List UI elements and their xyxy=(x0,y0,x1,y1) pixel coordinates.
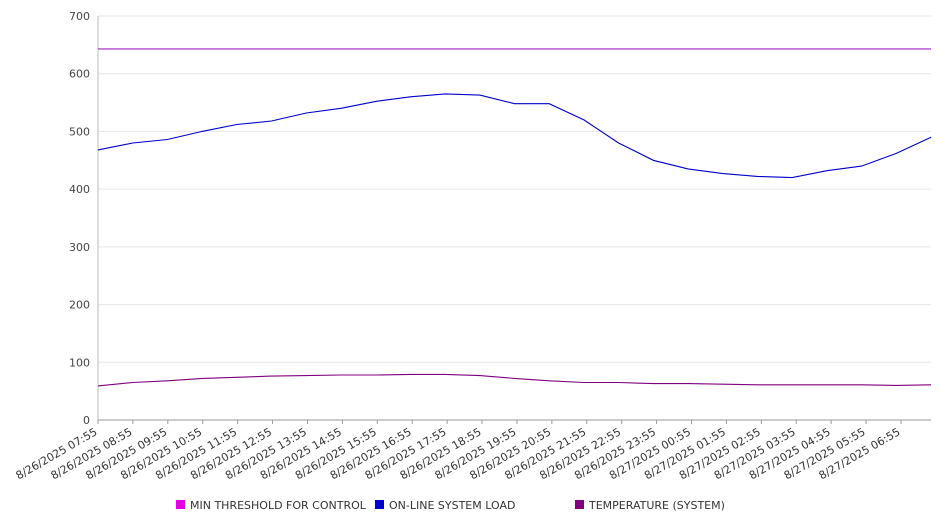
y-tick-label: 400 xyxy=(69,183,90,196)
grid-lines xyxy=(98,15,931,421)
y-tick-label: 200 xyxy=(69,299,90,312)
legend-label: ON-LINE SYSTEM LOAD xyxy=(389,499,515,512)
legend-label: TEMPERATURE (SYSTEM) xyxy=(588,499,725,512)
y-tick-label: 100 xyxy=(69,356,90,369)
y-tick-label: 500 xyxy=(69,125,90,138)
y-tick-label: 0 xyxy=(83,414,90,427)
y-tick-label: 300 xyxy=(69,241,90,254)
y-tick-label: 700 xyxy=(69,10,90,23)
x-axis: 8/26/2025 07:558/26/2025 08:558/26/2025 … xyxy=(14,419,931,482)
legend-swatch xyxy=(375,500,384,509)
legend: MIN THRESHOLD FOR CONTROL ON-LINE SYSTEM … xyxy=(176,499,725,512)
legend-label: MIN THRESHOLD FOR CONTROL xyxy=(190,499,367,512)
y-tick-label: 600 xyxy=(69,68,90,81)
legend-swatch xyxy=(176,500,185,509)
y-axis: 0 100 200 300 400 500 600 700 xyxy=(69,10,99,427)
series-line-2 xyxy=(97,93,932,179)
series-line-3 xyxy=(97,373,932,387)
legend-swatch xyxy=(575,500,584,509)
series-lines xyxy=(97,48,932,387)
